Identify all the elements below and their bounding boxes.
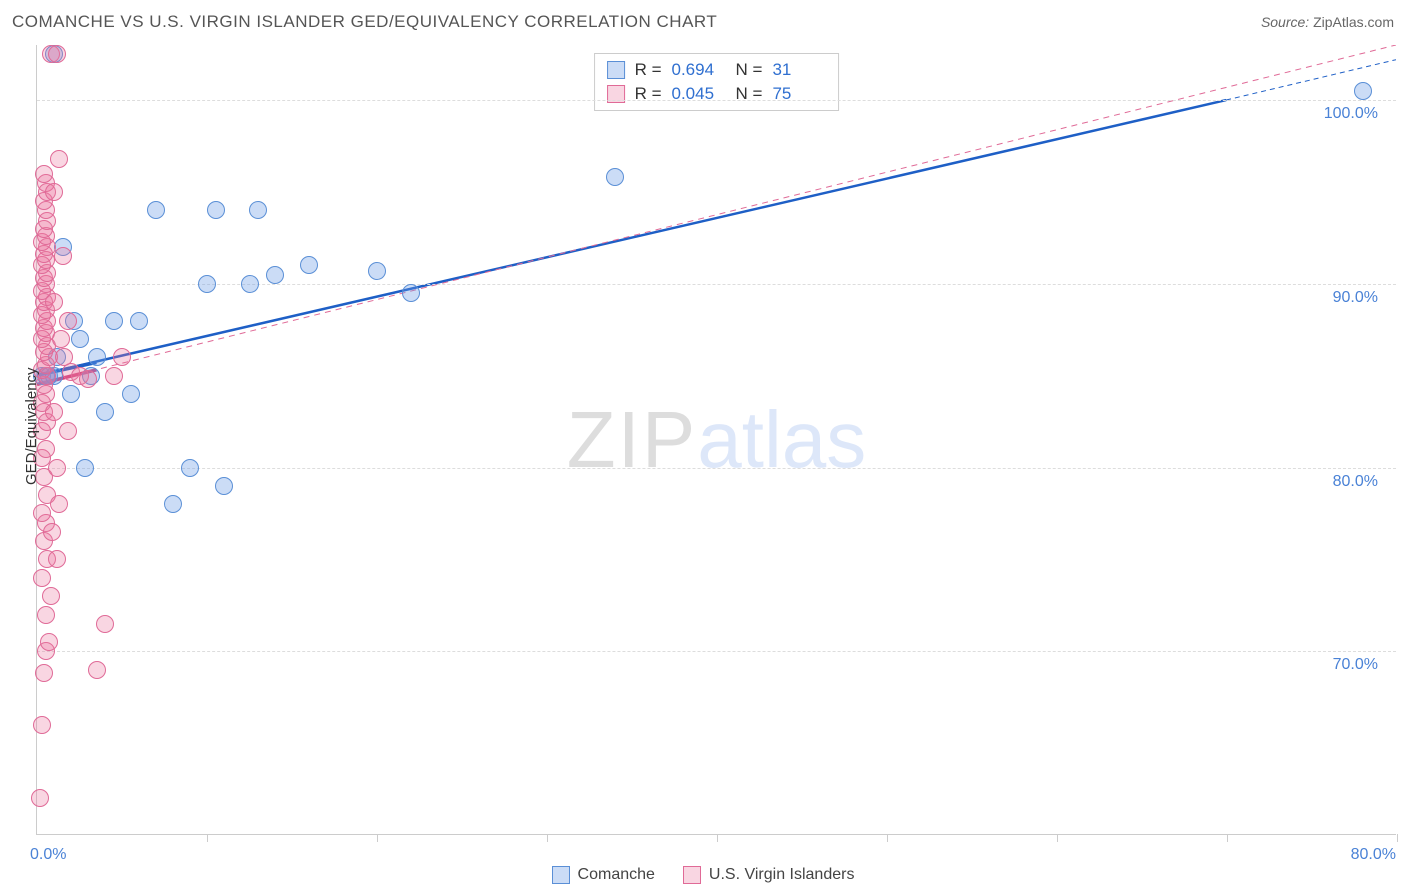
scatter-point-usvi: [48, 45, 66, 63]
scatter-point-comanche: [198, 275, 216, 293]
trend-line: [37, 100, 1226, 375]
gridline: [37, 100, 1396, 101]
stat-n-label: N =: [736, 60, 763, 80]
x-tick: [1397, 834, 1398, 842]
x-tick: [207, 834, 208, 842]
scatter-point-usvi: [33, 504, 51, 522]
scatter-point-usvi: [31, 789, 49, 807]
legend-item: Comanche: [552, 866, 655, 884]
scatter-point-usvi: [37, 606, 55, 624]
stat-row: R =0.045N =75: [607, 82, 827, 106]
scatter-point-usvi: [45, 183, 63, 201]
chart-source: Source: ZipAtlas.com: [1261, 14, 1394, 30]
scatter-point-comanche: [368, 262, 386, 280]
y-tick-label: 80.0%: [1333, 473, 1378, 491]
y-tick-label: 100.0%: [1324, 105, 1378, 123]
source-label: Source:: [1261, 14, 1309, 30]
scatter-point-comanche: [1354, 82, 1372, 100]
gridline: [37, 468, 1396, 469]
scatter-point-usvi: [113, 348, 131, 366]
scatter-point-comanche: [76, 459, 94, 477]
stat-r-label: R =: [635, 60, 662, 80]
scatter-point-usvi: [48, 550, 66, 568]
scatter-point-usvi: [48, 459, 66, 477]
scatter-point-comanche: [606, 168, 624, 186]
y-tick-label: 90.0%: [1333, 289, 1378, 307]
y-axis-label: GED/Equivalency: [23, 367, 40, 485]
y-tick-label: 70.0%: [1333, 656, 1378, 674]
x-tick: [547, 834, 548, 842]
scatter-point-usvi: [42, 587, 60, 605]
x-tick: [1057, 834, 1058, 842]
scatter-point-comanche: [241, 275, 259, 293]
stat-n-value: 31: [772, 60, 826, 80]
scatter-point-comanche: [249, 201, 267, 219]
watermark-atlas: atlas: [697, 395, 866, 484]
legend-swatch: [683, 866, 701, 884]
chart-title: COMANCHE VS U.S. VIRGIN ISLANDER GED/EQU…: [12, 12, 717, 32]
x-tick: [717, 834, 718, 842]
legend-swatch: [552, 866, 570, 884]
scatter-point-comanche: [215, 477, 233, 495]
watermark-zip: ZIP: [567, 395, 697, 484]
scatter-point-comanche: [207, 201, 225, 219]
scatter-point-usvi: [55, 348, 73, 366]
scatter-point-usvi: [45, 293, 63, 311]
scatter-point-usvi: [35, 664, 53, 682]
scatter-point-usvi: [40, 633, 58, 651]
scatter-point-usvi: [50, 150, 68, 168]
scatter-point-usvi: [33, 569, 51, 587]
correlation-stat-box: R = 0.694 N = 31R =0.045N =75: [594, 53, 840, 111]
trend-lines-layer: [37, 45, 1396, 834]
scatter-point-comanche: [147, 201, 165, 219]
scatter-point-usvi: [96, 615, 114, 633]
scatter-point-usvi: [59, 422, 77, 440]
chart-header: COMANCHE VS U.S. VIRGIN ISLANDER GED/EQU…: [12, 12, 1394, 32]
x-tick: [1227, 834, 1228, 842]
scatter-point-comanche: [122, 385, 140, 403]
scatter-point-usvi: [33, 716, 51, 734]
scatter-point-usvi: [52, 330, 70, 348]
plot-layer: ZIPatlas R = 0.694 N = 31R =0.045N =75 70.0…: [37, 45, 1396, 834]
scatter-point-comanche: [181, 459, 199, 477]
x-tick: [887, 834, 888, 842]
scatter-point-usvi: [35, 165, 53, 183]
legend-label: U.S. Virgin Islanders: [709, 866, 855, 884]
scatter-point-usvi: [88, 661, 106, 679]
source-value: ZipAtlas.com: [1313, 14, 1394, 30]
scatter-point-comanche: [164, 495, 182, 513]
chart-plot-area: ZIPatlas R = 0.694 N = 31R =0.045N =75 70.0…: [36, 45, 1396, 835]
x-axis-max-label: 80.0%: [1351, 846, 1396, 864]
scatter-point-usvi: [50, 495, 68, 513]
legend-label: Comanche: [578, 866, 655, 884]
scatter-point-usvi: [79, 370, 97, 388]
legend-item: U.S. Virgin Islanders: [683, 866, 855, 884]
scatter-point-comanche: [96, 403, 114, 421]
scatter-point-comanche: [300, 256, 318, 274]
stat-row: R = 0.694 N = 31: [607, 58, 827, 82]
scatter-point-comanche: [130, 312, 148, 330]
scatter-point-usvi: [105, 367, 123, 385]
x-axis-min-label: 0.0%: [30, 846, 66, 864]
chart-legend: Comanche U.S. Virgin Islanders: [0, 866, 1406, 884]
scatter-point-usvi: [43, 523, 61, 541]
scatter-point-comanche: [62, 385, 80, 403]
scatter-point-comanche: [266, 266, 284, 284]
x-tick: [377, 834, 378, 842]
scatter-point-comanche: [71, 330, 89, 348]
scatter-point-usvi: [59, 312, 77, 330]
stat-swatch: [607, 61, 625, 79]
scatter-point-comanche: [105, 312, 123, 330]
gridline: [37, 651, 1396, 652]
scatter-point-comanche: [88, 348, 106, 366]
scatter-point-usvi: [54, 247, 72, 265]
scatter-point-usvi: [45, 403, 63, 421]
watermark: ZIPatlas: [567, 394, 866, 486]
stat-r-value: 0.694: [672, 60, 726, 80]
scatter-point-comanche: [402, 284, 420, 302]
